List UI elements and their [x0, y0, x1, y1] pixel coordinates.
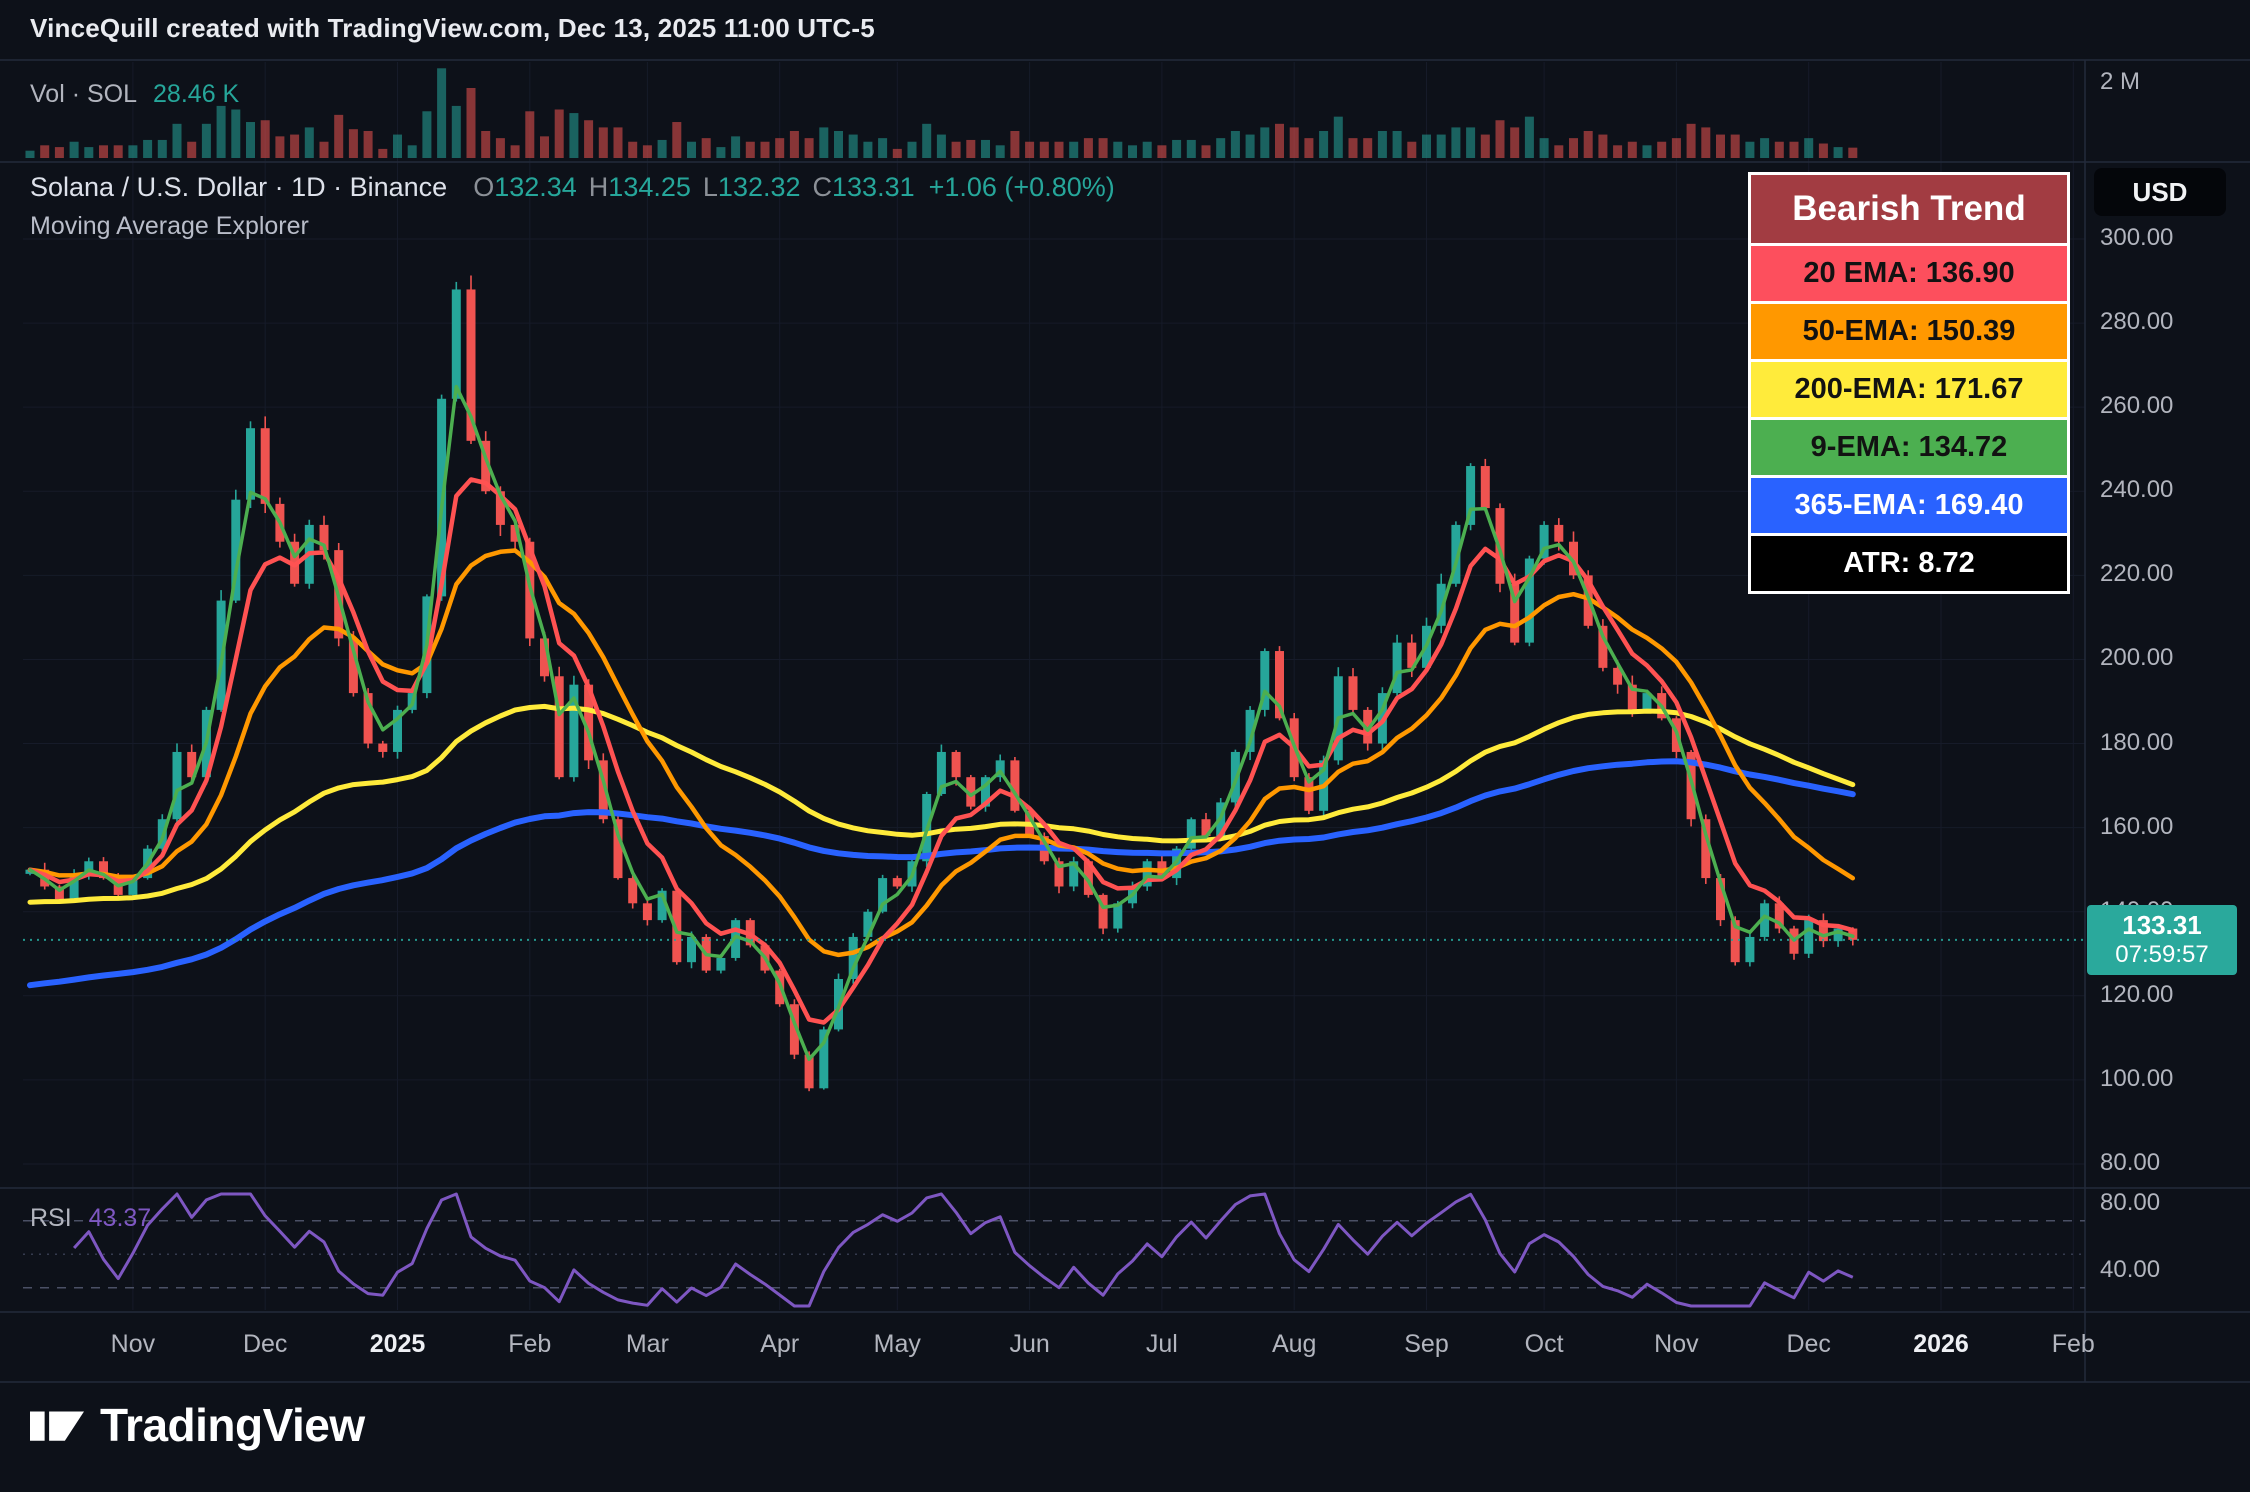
legend-row: 20 EMA: 136.90: [1751, 243, 2067, 301]
high-value: 134.25: [608, 172, 691, 202]
x-axis-label: 2026: [1913, 1330, 1969, 1358]
x-axis-label: Nov: [1654, 1330, 1699, 1358]
price-tick-label: 240.00: [2100, 476, 2174, 504]
price-tick-label: 80.00: [2100, 1148, 2161, 1176]
indicator-title[interactable]: Moving Average Explorer: [30, 212, 309, 240]
price-tick-label: 280.00: [2100, 308, 2174, 336]
x-axis-label: Dec: [242, 1330, 288, 1358]
symbol-header[interactable]: Solana / U.S. Dollar · 1D · Binance O132.…: [30, 172, 1115, 203]
x-axis-label: Jun: [1009, 1330, 1050, 1358]
volume-axis-max-label: 2 M: [2100, 68, 2141, 95]
candlestick-series: [25, 275, 1858, 1092]
rsi-bands: [23, 1220, 2085, 1289]
high-label: H: [588, 172, 609, 202]
trend-label: Bearish Trend: [1751, 175, 2067, 243]
last-price: 133.31: [2122, 910, 2202, 941]
bar-countdown: 07:59:57: [2115, 941, 2209, 969]
price-tick-label: 120.00: [2100, 980, 2174, 1008]
price-tick-label: 220.00: [2100, 560, 2174, 588]
rsi-line: [72, 1192, 1854, 1308]
legend-row: 50-EMA: 150.39: [1751, 301, 2067, 359]
rsi-value: 43.37: [88, 1204, 152, 1232]
symbol-title[interactable]: Solana / U.S. Dollar · 1D · Binance: [30, 172, 448, 202]
low-label: L: [702, 172, 718, 202]
legend-row: 365-EMA: 169.40: [1751, 475, 2067, 533]
x-axis-label: Nov: [110, 1330, 156, 1358]
currency-toggle-button[interactable]: USD: [2094, 168, 2226, 216]
ema-line-9-ema: [28, 384, 1855, 1062]
x-axis-label: Sep: [1404, 1330, 1449, 1358]
change-value: +1.06 (+0.80%): [928, 172, 1115, 202]
low-value: 132.32: [717, 172, 801, 202]
x-axis-label: Oct: [1524, 1330, 1564, 1358]
open-label: O: [473, 172, 495, 202]
price-badge[interactable]: 133.31 07:59:57: [2087, 904, 2237, 975]
rsi-tick-label: 80.00: [2100, 1189, 2161, 1216]
rsi-legend: RSI 43.37: [30, 1204, 151, 1233]
price-tick-label: 160.00: [2100, 812, 2174, 840]
x-axis-label: Mar: [625, 1330, 669, 1358]
x-axis-label: Feb: [2051, 1330, 2095, 1358]
x-axis-label: 2025: [369, 1330, 426, 1358]
ma-legend-panel: Bearish Trend 20 EMA: 136.90 50-EMA: 150.…: [1748, 172, 2070, 594]
ema-line-365-ema: [27, 758, 1856, 989]
ema-line-20-ema: [27, 477, 1856, 1025]
legend-row: ATR: 8.72: [1751, 533, 2067, 591]
price-tick-label: 100.00: [2100, 1064, 2174, 1092]
rsi-label: RSI: [30, 1204, 72, 1232]
open-value: 132.34: [494, 172, 577, 202]
volume-label: Vol · SOL: [30, 80, 137, 108]
price-tick-label: 300.00: [2100, 224, 2174, 251]
close-value: 133.31: [832, 172, 915, 202]
attribution-text: VinceQuill created with TradingView.com,…: [30, 13, 875, 43]
legend-row: 200-EMA: 171.67: [1751, 359, 2067, 417]
tradingview-logo-icon[interactable]: [30, 1402, 84, 1448]
x-axis-label: May: [873, 1330, 921, 1358]
price-tick-label: 180.00: [2100, 728, 2174, 756]
volume-series: [25, 68, 1858, 158]
x-axis-label: Jul: [1145, 1330, 1178, 1358]
tradingview-logo-text[interactable]: TradingView: [100, 1399, 365, 1451]
pane-separators: [0, 59, 2250, 1383]
x-axis-label: Apr: [760, 1330, 800, 1358]
chart-grid: [23, 62, 2085, 1310]
price-tick-label: 200.00: [2100, 644, 2174, 672]
ema-line-200-ema: [27, 703, 1856, 905]
price-tick-label: 260.00: [2100, 392, 2174, 420]
close-label: C: [812, 172, 833, 202]
ema-line-50-ema: [27, 548, 1856, 958]
legend-row: 9-EMA: 134.72: [1751, 417, 2067, 475]
x-axis-label: Dec: [1786, 1330, 1831, 1358]
volume-legend: Vol · SOL 28.46 K: [30, 80, 239, 109]
volume-value: 28.46 K: [153, 80, 240, 108]
rsi-tick-label: 40.00: [2100, 1256, 2161, 1283]
x-axis-label: Aug: [1271, 1330, 1317, 1358]
x-axis-label: Feb: [508, 1330, 552, 1358]
footer: TradingView: [30, 1398, 365, 1452]
